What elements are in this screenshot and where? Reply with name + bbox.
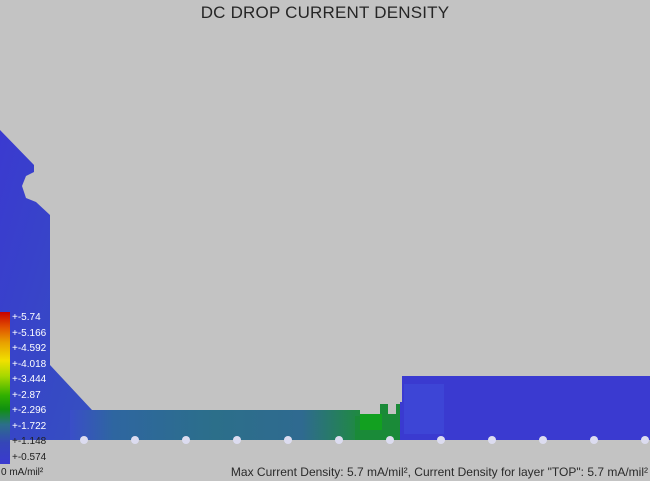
via-row	[80, 436, 649, 444]
color-legend: +-5.74 +-5.166 +-4.592 +-4.018 +-3.444 +…	[0, 312, 70, 481]
legend-label: +-3.444	[12, 374, 47, 385]
copper-trace	[70, 410, 360, 440]
status-text: Max Current Density: 5.7 mA/mil², Curren…	[230, 465, 648, 479]
plot-title: DC DROP CURRENT DENSITY	[200, 3, 450, 22]
legend-label: +-4.592	[12, 343, 47, 354]
legend-label: +-4.018	[12, 358, 47, 370]
legend-label: +-5.166	[12, 327, 47, 339]
legend-label: +-2.296	[12, 405, 47, 416]
legend-label: +-1.148	[12, 436, 47, 447]
copper-plane-left	[0, 130, 92, 440]
legend-min-label: 0 mA/mil²	[1, 467, 44, 478]
plane-highlight	[404, 384, 444, 434]
legend-label: +-0.574	[12, 451, 47, 463]
legend-color-bar	[0, 312, 10, 464]
copper-plane-right	[400, 376, 650, 440]
hotspot	[360, 414, 382, 430]
legend-label: +-2.87	[12, 389, 41, 401]
legend-label: +-1.722	[12, 420, 47, 432]
legend-label: +-5.74	[12, 312, 41, 323]
